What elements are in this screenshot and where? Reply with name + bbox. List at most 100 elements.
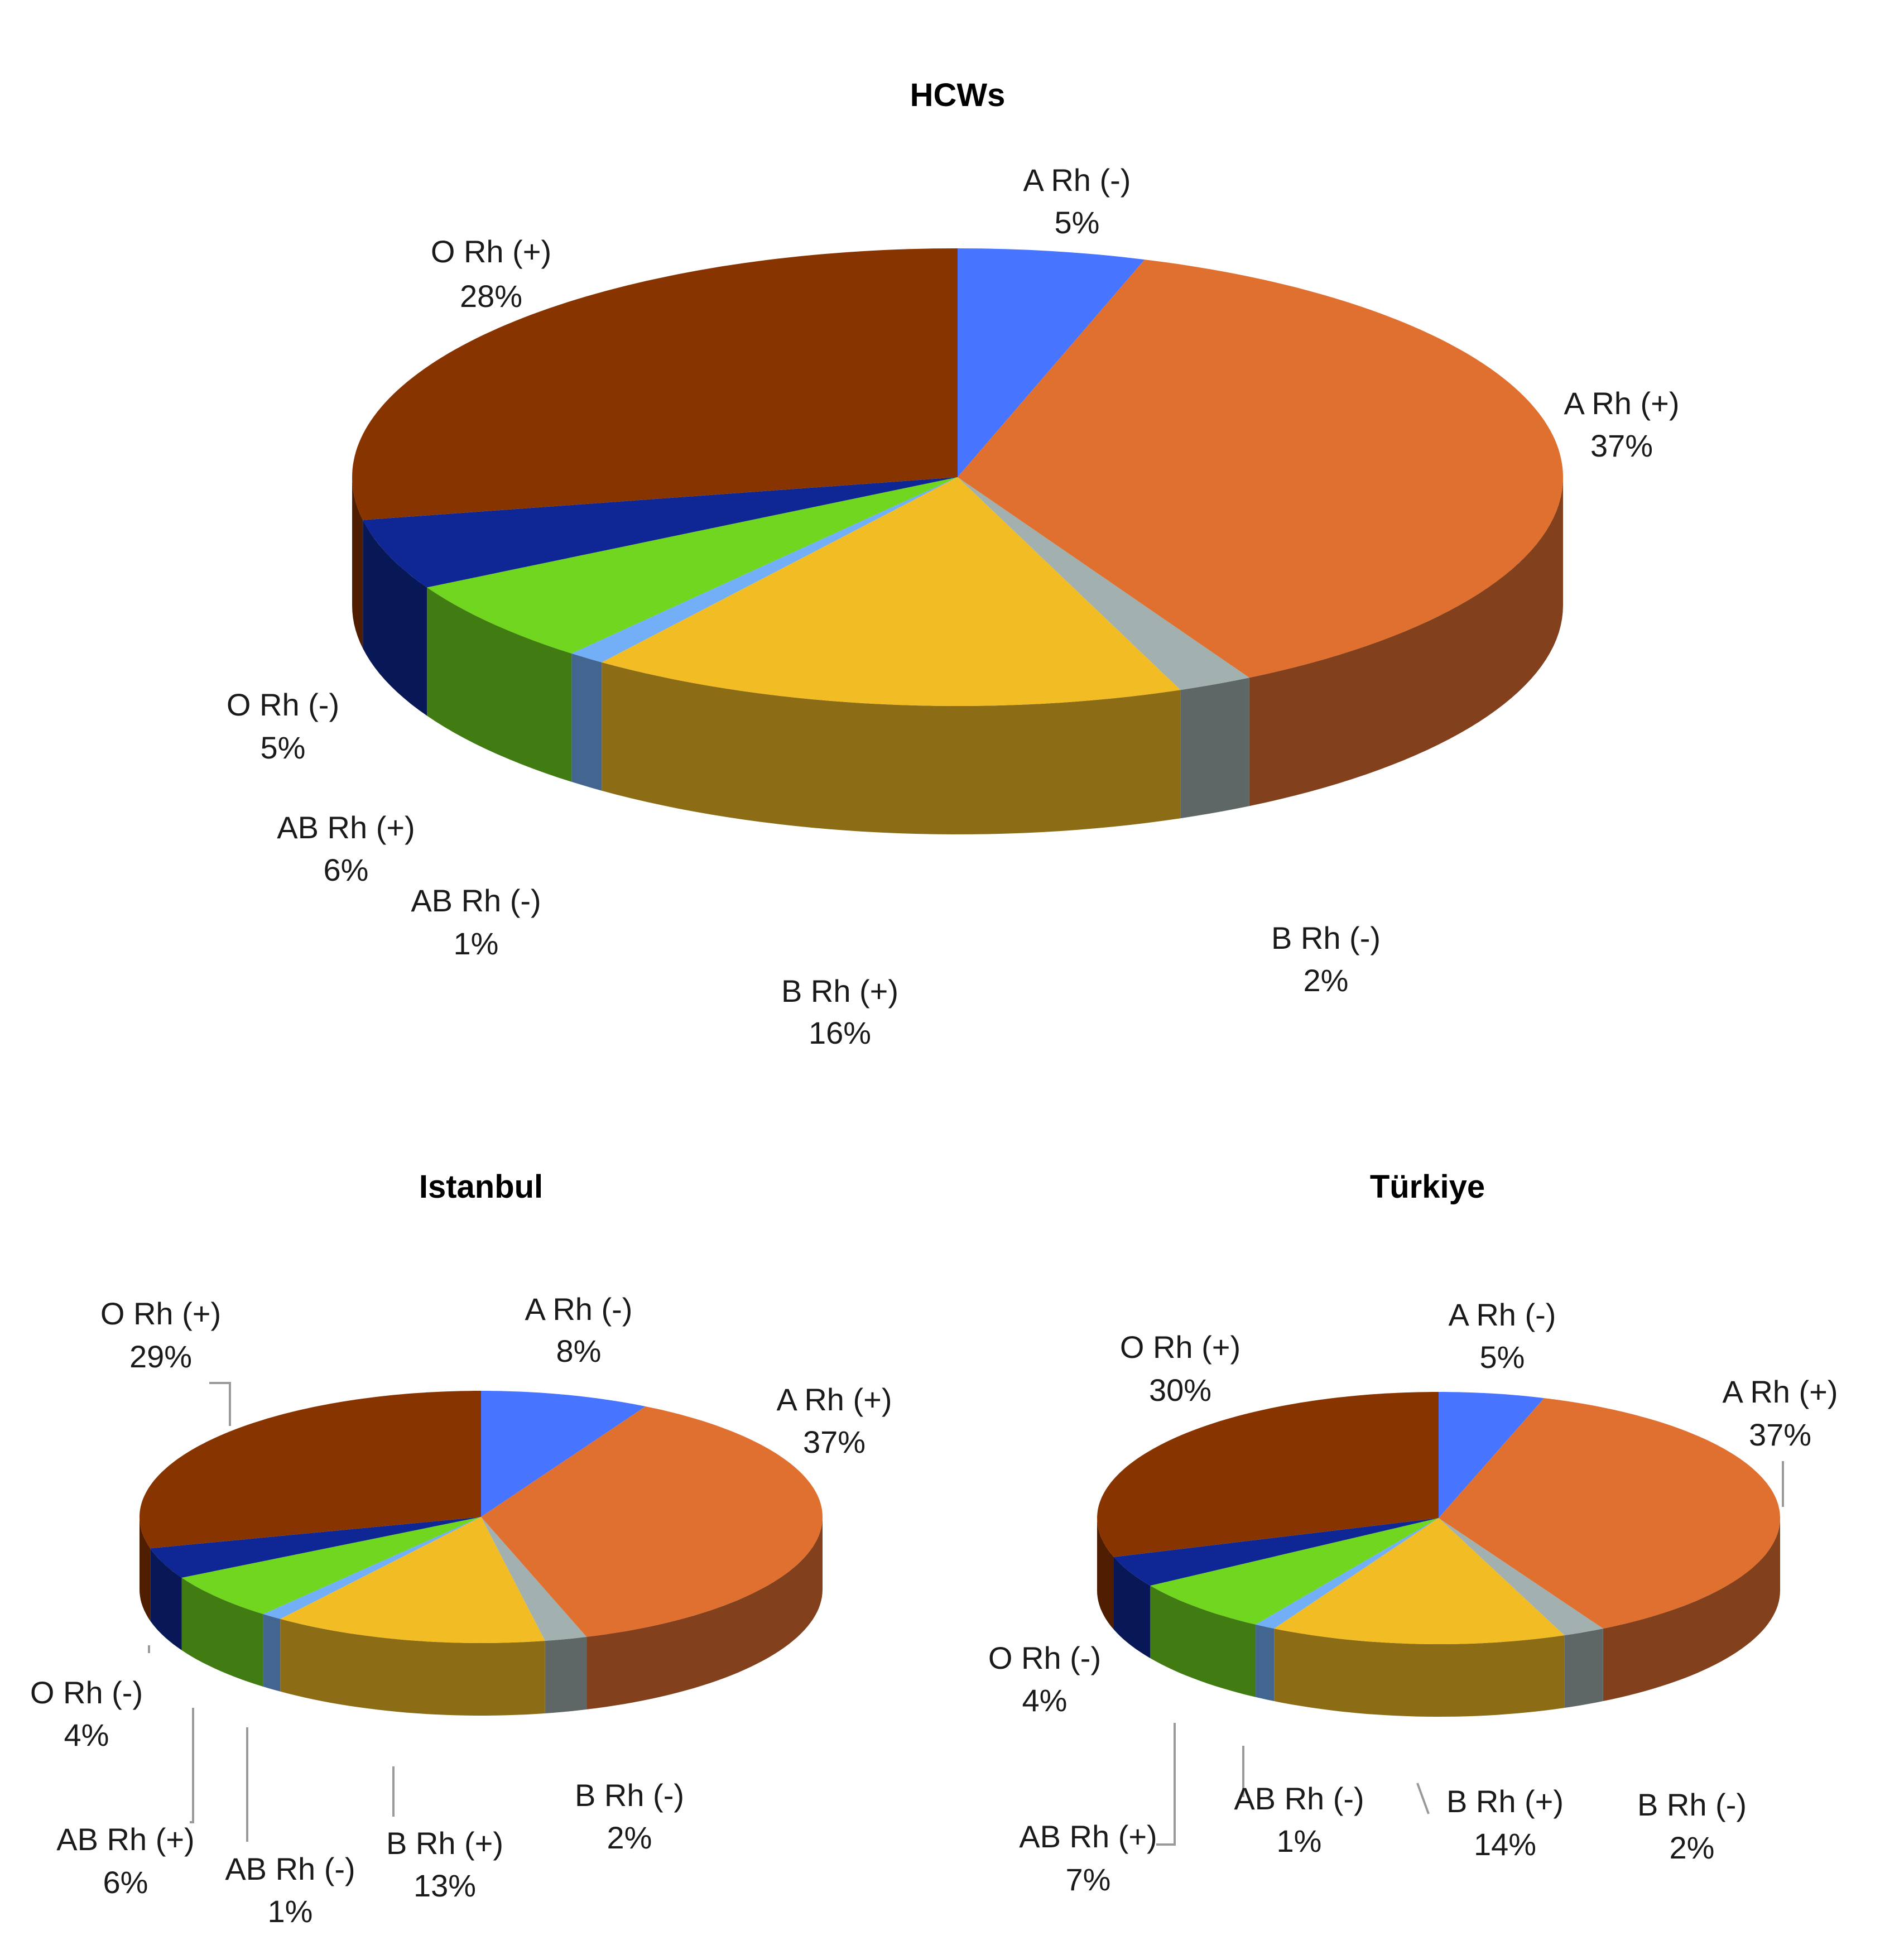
svg-text:AB Rh (+)6%: AB Rh (+) 6%: [277, 810, 415, 887]
slice-AB Rh (-): [1256, 1518, 1439, 1629]
label-value: 28%: [460, 278, 522, 314]
slice-label-hcws-3: B Rh (+) 16%: [781, 973, 898, 1050]
label-value: 16%: [809, 1015, 871, 1050]
label-name: AB Rh (+): [1019, 1819, 1157, 1854]
svg-text:A Rh (-)8%: A Rh (-) 8%: [525, 1291, 633, 1368]
label-name: A Rh (-): [525, 1291, 633, 1327]
slice-sides-hcws: [352, 477, 1563, 834]
slice-label-istanbul-5: AB Rh (+) 6%: [56, 1822, 194, 1900]
slice-side-AB Rh (-): [571, 653, 602, 791]
label-value: 37%: [1590, 428, 1653, 463]
svg-text:O Rh (+)29%: O Rh (+) 29%: [100, 1296, 221, 1374]
slice-AB Rh (-): [571, 477, 958, 662]
svg-text:A Rh (+)37%: A Rh (+) 37%: [1723, 1374, 1838, 1452]
slice-A Rh (+): [958, 260, 1563, 678]
leader-lines-turkiye: [1156, 1461, 1784, 1846]
label-name: O Rh (-): [30, 1675, 143, 1710]
slice-B Rh (+): [1274, 1518, 1565, 1644]
slice-O Rh (+): [140, 1391, 481, 1549]
slice-label-hcws-5: AB Rh (+) 6%: [277, 810, 415, 887]
svg-text:AB Rh (-)1%: AB Rh (-) 1%: [225, 1851, 355, 1929]
label-value: 1%: [1277, 1823, 1322, 1858]
svg-text:B Rh (-)2%: B Rh (-) 2%: [1637, 1787, 1747, 1865]
svg-text:AB Rh (+)7%: AB Rh (+) 7%: [1019, 1819, 1157, 1897]
svg-text:B Rh (-)2%: B Rh (-) 2%: [1271, 920, 1381, 998]
label-name: A Rh (-): [1023, 162, 1131, 198]
label-name: B Rh (-): [1271, 920, 1381, 955]
slice-side-AB Rh (+): [181, 1577, 263, 1687]
slice-A Rh (-): [1439, 1392, 1545, 1518]
slice-B Rh (-): [1439, 1518, 1603, 1636]
slice-tops-istanbul: [140, 1391, 823, 1643]
leader-line-ab-rh-plus: [190, 1708, 194, 1823]
pie-slices-hcws: [352, 248, 1563, 834]
slice-label-hcws-7: O Rh (+) 28%: [431, 234, 551, 314]
slice-A Rh (-): [481, 1391, 646, 1517]
slice-label-istanbul-0: A Rh (-) 8%: [525, 1291, 633, 1368]
slice-label-hcws-0: A Rh (-) 5%: [1023, 162, 1131, 240]
svg-text:O Rh (-)5%: O Rh (-) 5%: [227, 687, 339, 765]
pie-slices-turkiye: [1097, 1392, 1780, 1717]
slice-O Rh (+): [352, 248, 958, 520]
slice-sides-turkiye: [1097, 1518, 1780, 1717]
label-name: B Rh (+): [386, 1826, 503, 1861]
label-name: A Rh (+): [1564, 386, 1680, 421]
slice-label-turkiye-7: O Rh (+) 30%: [1120, 1329, 1241, 1408]
slice-label-istanbul-7: O Rh (+) 29%: [100, 1296, 221, 1374]
slice-side-O Rh (-): [363, 520, 427, 716]
label-value: 5%: [1055, 205, 1100, 240]
slice-side-B Rh (+): [602, 662, 1181, 834]
label-name: AB Rh (-): [1234, 1781, 1364, 1816]
slice-side-B Rh (-): [1564, 1629, 1603, 1708]
slice-side-O Rh (+): [1097, 1518, 1114, 1630]
chart-title-istanbul: Istanbul: [419, 1169, 543, 1205]
leader-line-ab-rh-plus: [1156, 1723, 1176, 1846]
slice-O Rh (-): [150, 1517, 481, 1578]
slice-label-istanbul-2: B Rh (-) 2%: [575, 1778, 684, 1855]
slice-label-turkiye-0: A Rh (-) 5%: [1449, 1297, 1556, 1375]
label-name: AB Rh (+): [56, 1822, 194, 1857]
slice-side-AB Rh (-): [1256, 1624, 1275, 1701]
slice-label-hcws-2: B Rh (-) 2%: [1271, 920, 1381, 998]
slice-labels-hcws: A Rh (-) 5% A Rh (+) 37% B Rh (-) 2% B Rh (…: [227, 162, 1680, 1050]
slice-label-turkiye-1: A Rh (+) 37%: [1723, 1374, 1838, 1452]
slice-AB Rh (-): [263, 1517, 481, 1619]
slice-side-B Rh (+): [1274, 1629, 1565, 1717]
slice-label-istanbul-3: B Rh (+) 13%: [386, 1826, 503, 1903]
svg-text:A Rh (-)5%: A Rh (-) 5%: [1023, 162, 1131, 240]
svg-text:O Rh (+)28%: O Rh (+) 28%: [431, 234, 551, 314]
label-value: 37%: [803, 1424, 866, 1459]
chart-turkiye: Türkiye A Rh (-) 5% A Rh (+) 37% B Rh (-) 2…: [988, 1169, 1838, 1897]
svg-text:B Rh (+)14%: B Rh (+) 14%: [1446, 1784, 1564, 1862]
slice-B Rh (-): [958, 477, 1249, 690]
label-name: B Rh (+): [1446, 1784, 1564, 1819]
svg-text:A Rh (-)5%: A Rh (-) 5%: [1449, 1297, 1556, 1375]
slice-side-A Rh (+): [586, 1517, 823, 1709]
chart-hcws: HCWs A Rh (-) 5% A Rh (+) 37% B Rh (-) 2% B…: [227, 77, 1680, 1050]
svg-text:AB Rh (-)1%: AB Rh (-) 1%: [411, 883, 541, 961]
slice-A Rh (+): [481, 1406, 823, 1637]
label-name: B Rh (+): [781, 973, 898, 1008]
label-name: O Rh (+): [1120, 1329, 1241, 1365]
leader-line-b-rh-plus: [1416, 1783, 1430, 1814]
slice-side-O Rh (-): [1114, 1557, 1151, 1659]
slice-side-AB Rh (+): [1150, 1586, 1256, 1697]
leader-line-o-rh-plus: [209, 1382, 231, 1426]
label-name: O Rh (+): [100, 1296, 221, 1331]
chart-istanbul: Istanbul A Rh (-) 8% A Rh (+) 37% B Rh (-)…: [30, 1169, 892, 1929]
slice-label-istanbul-4: AB Rh (-) 1%: [225, 1851, 355, 1929]
slice-sides-istanbul: [140, 1517, 823, 1716]
label-value: 5%: [261, 730, 306, 765]
slice-O Rh (-): [363, 477, 958, 588]
svg-text:B Rh (+)16%: B Rh (+) 16%: [781, 973, 898, 1050]
svg-text:AB Rh (+)6%: AB Rh (+) 6%: [56, 1822, 194, 1900]
slice-label-turkiye-4: AB Rh (-) 1%: [1234, 1781, 1364, 1858]
svg-text:A Rh (+)37%: A Rh (+) 37%: [1564, 386, 1680, 463]
slice-label-istanbul-1: A Rh (+) 37%: [777, 1382, 892, 1459]
slice-side-A Rh (+): [1249, 477, 1563, 806]
slice-side-AB Rh (-): [263, 1614, 281, 1692]
label-name: A Rh (+): [1723, 1374, 1838, 1409]
chart-title-hcws: HCWs: [910, 77, 1006, 113]
slice-O Rh (-): [1114, 1518, 1439, 1586]
